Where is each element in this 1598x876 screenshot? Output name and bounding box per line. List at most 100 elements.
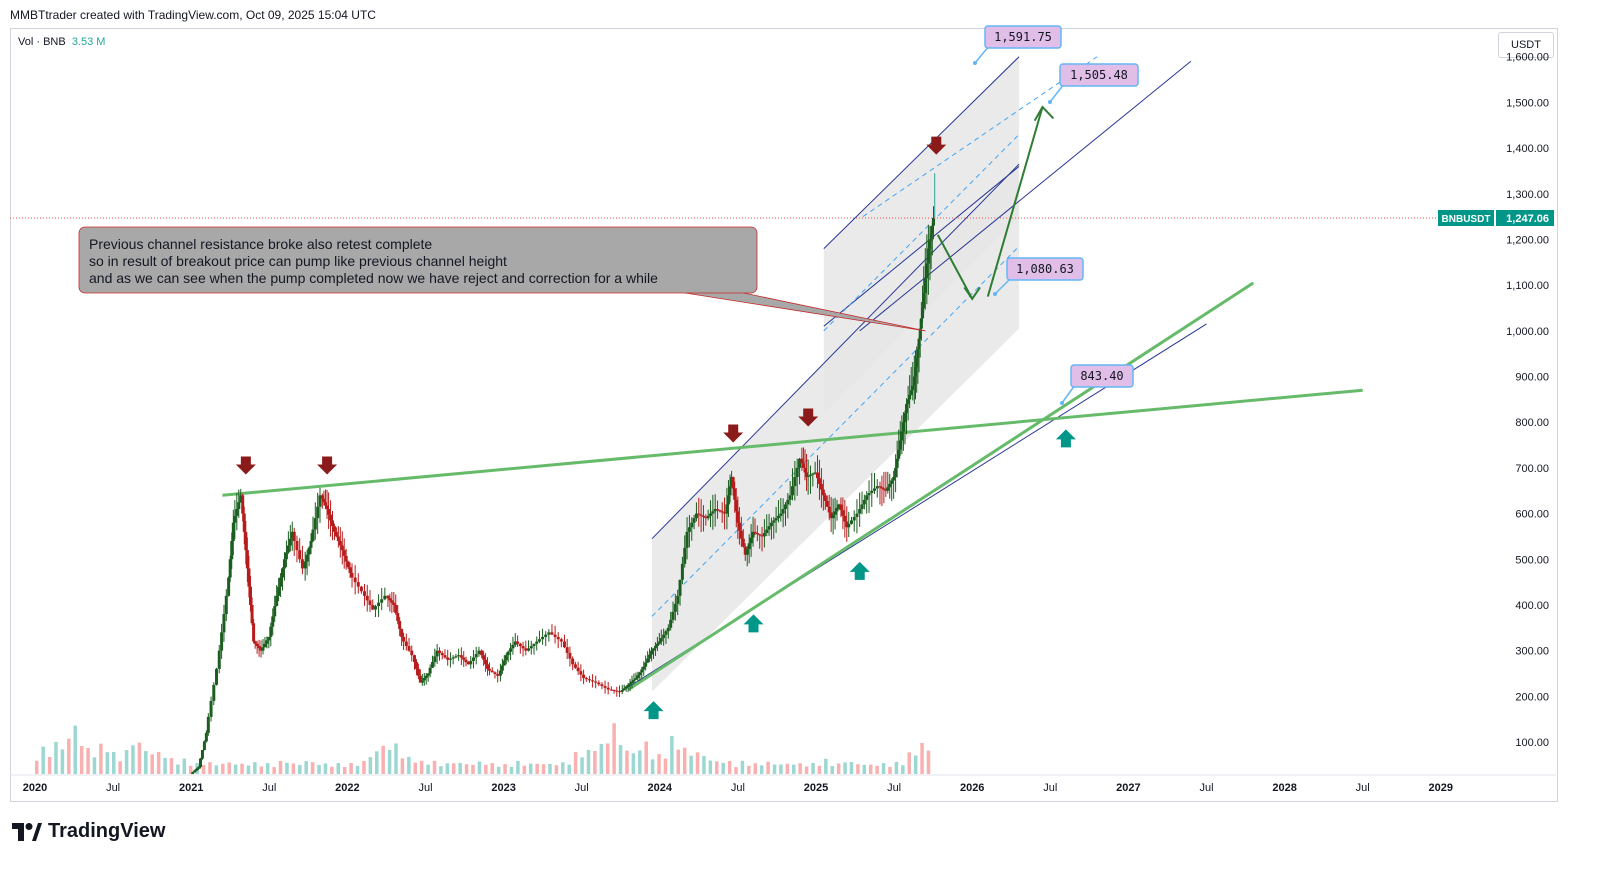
candle-body xyxy=(265,640,269,644)
candle-body xyxy=(737,522,741,531)
candle-body xyxy=(547,632,551,635)
currency-button[interactable]: USDT xyxy=(1498,32,1554,58)
level-labels[interactable]: 1,591.75 1,505.48 1,080.63 843.40 xyxy=(973,25,1139,405)
next-channel-mid-line-2 xyxy=(862,56,1098,218)
candle-body xyxy=(584,678,588,680)
x-tick-label: Jul xyxy=(262,782,276,794)
candle-body xyxy=(594,681,598,683)
candle-body xyxy=(852,517,856,521)
volume-bar xyxy=(593,750,597,774)
volume-bar xyxy=(548,763,552,774)
candle-body xyxy=(774,518,778,521)
volume-bar xyxy=(400,758,405,774)
candle-body xyxy=(414,662,418,669)
volume-bar xyxy=(445,763,450,774)
candle-body xyxy=(482,655,486,660)
candle-body xyxy=(509,648,513,652)
candle-body xyxy=(680,563,684,580)
volume-bar xyxy=(663,758,668,774)
candle-body xyxy=(571,658,575,665)
candle-body xyxy=(931,217,935,226)
x-axis: 2020 Jul 2021 Jul 2022 Jul 2023 Jul 2024 Jul 2025 J… xyxy=(10,774,1556,794)
candle-body xyxy=(241,495,245,514)
volume-bar xyxy=(541,764,546,774)
volume-bar xyxy=(323,763,328,774)
candle-body xyxy=(636,675,640,679)
candle-body xyxy=(713,509,717,512)
channel-breakout-line xyxy=(823,165,1020,327)
candle-body xyxy=(624,686,628,689)
candle-body xyxy=(767,526,771,530)
candle-body xyxy=(325,505,329,510)
candle-body xyxy=(704,517,708,519)
channel-upper-line xyxy=(651,163,1020,540)
candle-body xyxy=(327,509,331,515)
volume-bar xyxy=(670,735,674,774)
volume-bar xyxy=(439,766,443,774)
candle-body xyxy=(753,531,757,533)
candle-body xyxy=(371,604,375,610)
candle-body xyxy=(895,458,899,468)
candle-body xyxy=(318,495,322,507)
volume-bar xyxy=(131,745,135,774)
candle-body xyxy=(798,458,802,468)
volume-bar xyxy=(779,764,783,774)
candle-body xyxy=(849,520,853,524)
candle-body xyxy=(490,670,494,673)
symbol-badge xyxy=(1438,209,1494,226)
x-tick-label: 2025 xyxy=(804,782,828,794)
candle-body xyxy=(576,667,580,672)
candle-body xyxy=(728,486,732,496)
volume-bar xyxy=(35,760,39,774)
volume-bar xyxy=(561,762,565,774)
volume-bar xyxy=(811,763,815,774)
candle-body xyxy=(825,501,829,507)
tradingview-logo-text: TradingView xyxy=(48,820,166,842)
candle-body xyxy=(212,684,216,701)
y-tick-label: 400.00 xyxy=(1515,600,1549,612)
annotation-callout[interactable]: Previous channel resistance broke also r… xyxy=(78,226,926,332)
candle-body xyxy=(829,512,833,519)
candle-body xyxy=(413,655,417,663)
candle-body xyxy=(206,716,210,733)
candle-body xyxy=(755,532,759,535)
candle-body xyxy=(816,472,819,479)
candle-body xyxy=(875,486,879,489)
candle-body xyxy=(922,293,926,308)
candle-body xyxy=(803,467,807,473)
candle-body xyxy=(433,656,437,663)
candle-body xyxy=(890,480,894,484)
candle-body xyxy=(582,674,586,679)
up-arrow-icon xyxy=(1055,429,1076,448)
candle-body xyxy=(513,641,517,645)
candle-body xyxy=(800,458,804,464)
volume-bar xyxy=(573,752,578,774)
candle-body xyxy=(835,507,839,512)
next-channel-mid-line xyxy=(823,134,1020,332)
candle-body xyxy=(653,646,657,649)
candle-body xyxy=(309,540,313,548)
channel-mid-line xyxy=(651,245,1020,617)
candle-body xyxy=(929,233,933,241)
candle-body xyxy=(518,643,522,647)
candle-body xyxy=(882,488,886,490)
candle-body xyxy=(553,634,557,637)
candle-body xyxy=(716,509,720,511)
x-tick-label: 2022 xyxy=(335,782,359,794)
candle-body xyxy=(529,646,533,649)
candle-body xyxy=(316,506,320,519)
candle-body xyxy=(253,641,257,644)
volume-bar xyxy=(426,764,430,774)
volume-bar xyxy=(516,760,520,774)
candle-body xyxy=(235,509,239,516)
volume-bar xyxy=(253,762,257,774)
candle-body xyxy=(448,658,452,660)
volume-bar xyxy=(182,758,187,774)
tradingview-logo[interactable]: TradingView xyxy=(12,820,165,843)
volume-bar xyxy=(682,747,687,774)
candle-body xyxy=(404,641,408,647)
x-tick-label: 2029 xyxy=(1429,782,1453,794)
candle-body xyxy=(202,741,206,750)
projection-up-head xyxy=(1033,105,1055,122)
